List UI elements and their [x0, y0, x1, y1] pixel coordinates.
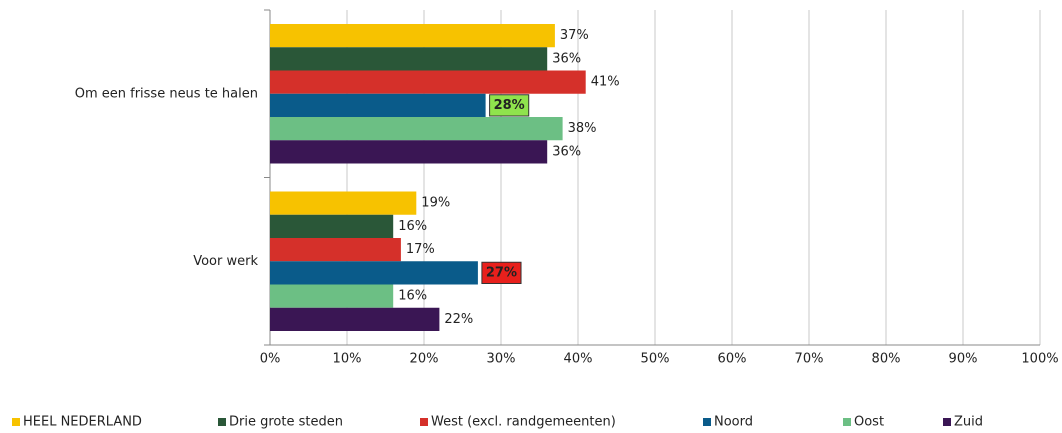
bar	[270, 140, 548, 164]
legend-label: Oost	[854, 415, 884, 430]
legend-swatch	[943, 418, 951, 426]
value-label: 16%	[398, 219, 427, 234]
category-label: Voor werk	[193, 254, 258, 269]
x-tick-label: 100%	[1021, 352, 1058, 367]
value-label-group: 27%	[481, 261, 522, 284]
bar	[270, 307, 440, 331]
value-label-box	[481, 261, 522, 284]
value-label: 17%	[406, 242, 435, 257]
x-tick-label: 80%	[872, 352, 901, 367]
x-tick-label: 90%	[949, 352, 978, 367]
bar	[270, 70, 586, 94]
x-tick-label: 20%	[410, 352, 439, 367]
value-label: 38%	[568, 121, 597, 136]
x-tick-label: 30%	[487, 352, 516, 367]
value-label-group: 36%	[552, 144, 581, 159]
legend-label: Noord	[714, 415, 753, 430]
legend-label: Zuid	[954, 415, 983, 430]
x-tick-label: 70%	[795, 352, 824, 367]
x-tick-label: 10%	[333, 352, 362, 367]
value-label: 16%	[398, 289, 427, 304]
value-label: 27%	[486, 265, 517, 280]
value-label-group: 16%	[398, 219, 427, 234]
value-label: 41%	[591, 75, 620, 90]
bar	[270, 238, 401, 262]
bar	[270, 284, 394, 308]
legend-swatch	[703, 418, 711, 426]
x-tick-label: 0%	[260, 352, 281, 367]
value-label-group: 17%	[406, 242, 435, 257]
value-label: 22%	[444, 312, 473, 327]
bar	[270, 191, 417, 215]
value-label: 37%	[560, 28, 589, 43]
bar	[270, 117, 563, 141]
legend-swatch	[12, 418, 20, 426]
value-label-box	[489, 94, 530, 117]
x-tick-label: 60%	[718, 352, 747, 367]
value-label-group: 16%	[398, 289, 427, 304]
value-label-group: 38%	[568, 121, 597, 136]
legend-label: West (excl. randgemeenten)	[431, 415, 616, 430]
value-label: 36%	[552, 51, 581, 66]
bar	[270, 47, 548, 71]
value-label-group: 41%	[591, 75, 620, 90]
legend-label: Drie grote steden	[229, 415, 343, 430]
legend-swatch	[843, 418, 851, 426]
value-label: 28%	[494, 98, 525, 113]
value-label-group: 19%	[421, 196, 450, 211]
category-label: Om een frisse neus te halen	[75, 86, 258, 101]
value-label: 19%	[421, 196, 450, 211]
x-tick-label: 40%	[564, 352, 593, 367]
x-tick-label: 50%	[641, 352, 670, 367]
legend-swatch	[420, 418, 428, 426]
bar	[270, 214, 394, 238]
bar	[270, 93, 486, 117]
value-label-group: 37%	[560, 28, 589, 43]
value-label: 36%	[552, 144, 581, 159]
legend-swatch	[218, 418, 226, 426]
value-label-group: 28%	[489, 94, 530, 117]
legend-label: HEEL NEDERLAND	[23, 415, 142, 430]
value-label-group: 22%	[444, 312, 473, 327]
bar	[270, 261, 478, 285]
value-label-group: 36%	[552, 51, 581, 66]
bar	[270, 24, 555, 48]
